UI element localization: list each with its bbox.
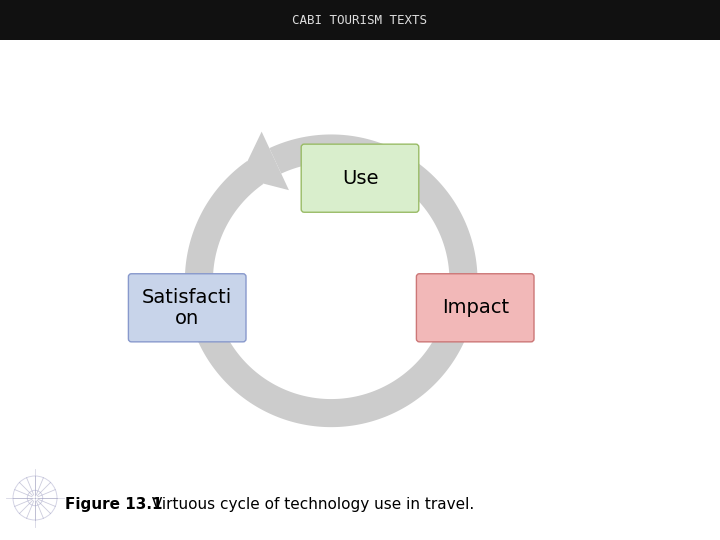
FancyBboxPatch shape	[416, 274, 534, 342]
Polygon shape	[240, 132, 289, 190]
Text: Figure 13.1: Figure 13.1	[65, 497, 162, 512]
FancyBboxPatch shape	[301, 144, 419, 212]
Text: Use: Use	[342, 168, 378, 188]
Text: CABI TOURISM TEXTS: CABI TOURISM TEXTS	[292, 14, 428, 26]
Bar	[0, 0, 720, 40]
FancyBboxPatch shape	[128, 274, 246, 342]
Text: Satisfacti
on: Satisfacti on	[142, 288, 233, 328]
Polygon shape	[185, 134, 477, 427]
Text: Virtuous cycle of technology use in travel.: Virtuous cycle of technology use in trav…	[147, 497, 474, 512]
Text: Impact: Impact	[441, 298, 509, 318]
